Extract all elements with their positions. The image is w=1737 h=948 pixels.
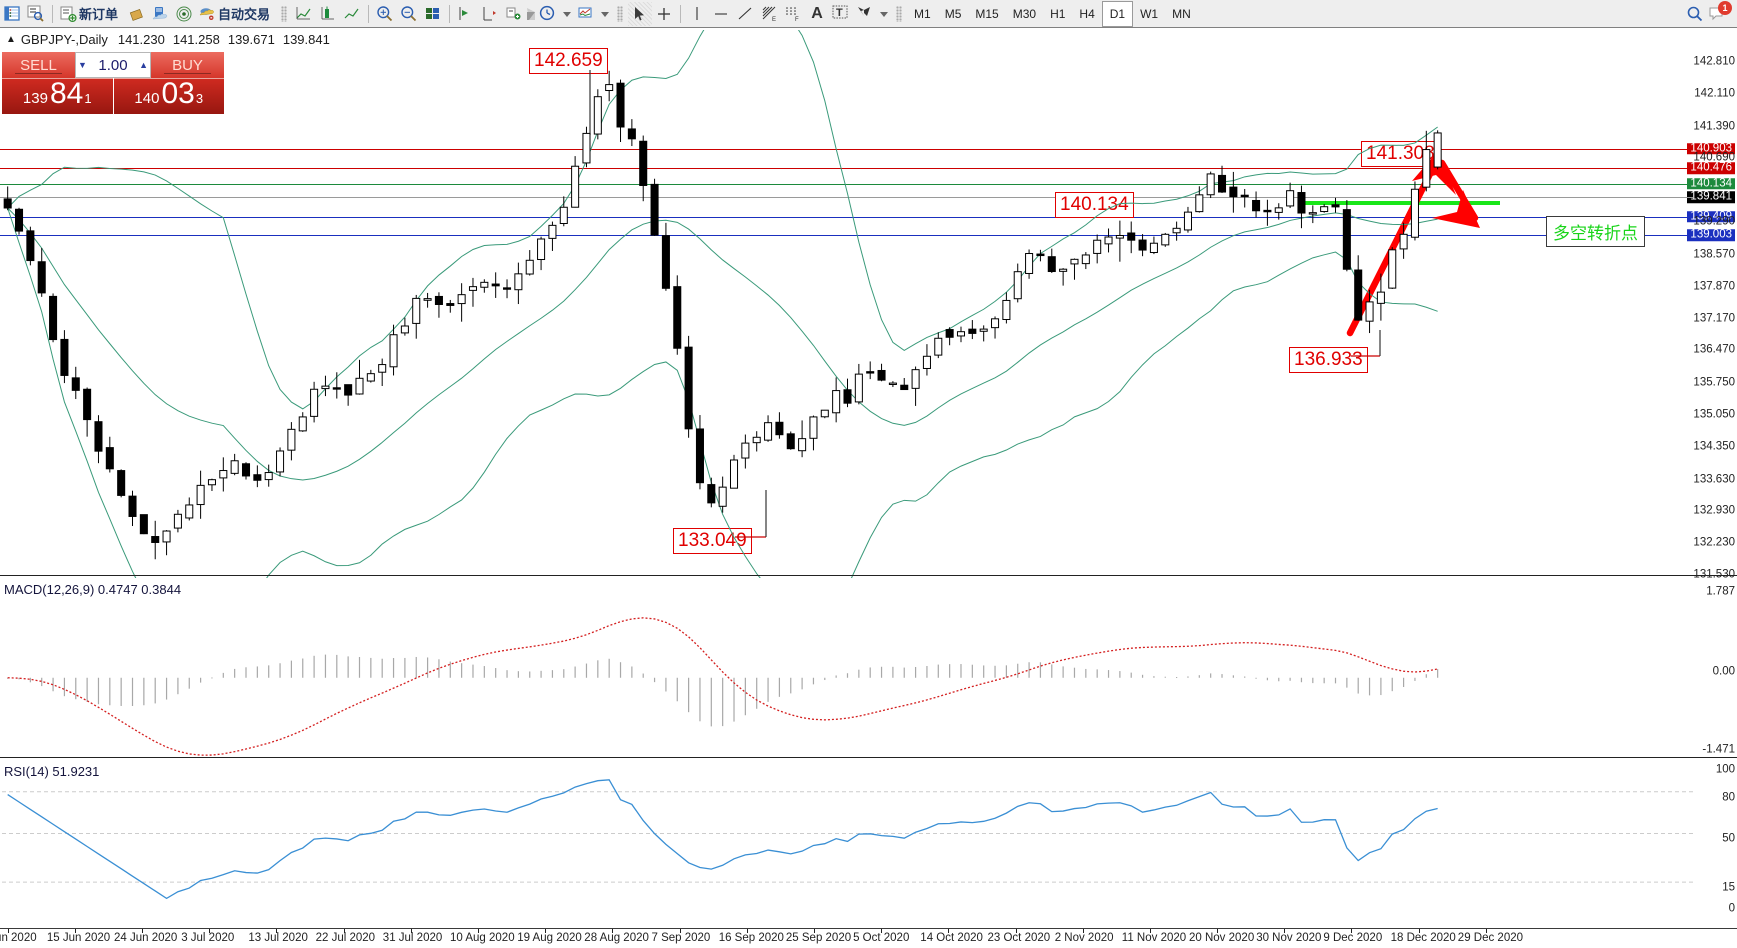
svg-text:F: F [795, 17, 799, 23]
svg-text:T: T [836, 7, 843, 19]
svg-text:E: E [772, 17, 776, 23]
